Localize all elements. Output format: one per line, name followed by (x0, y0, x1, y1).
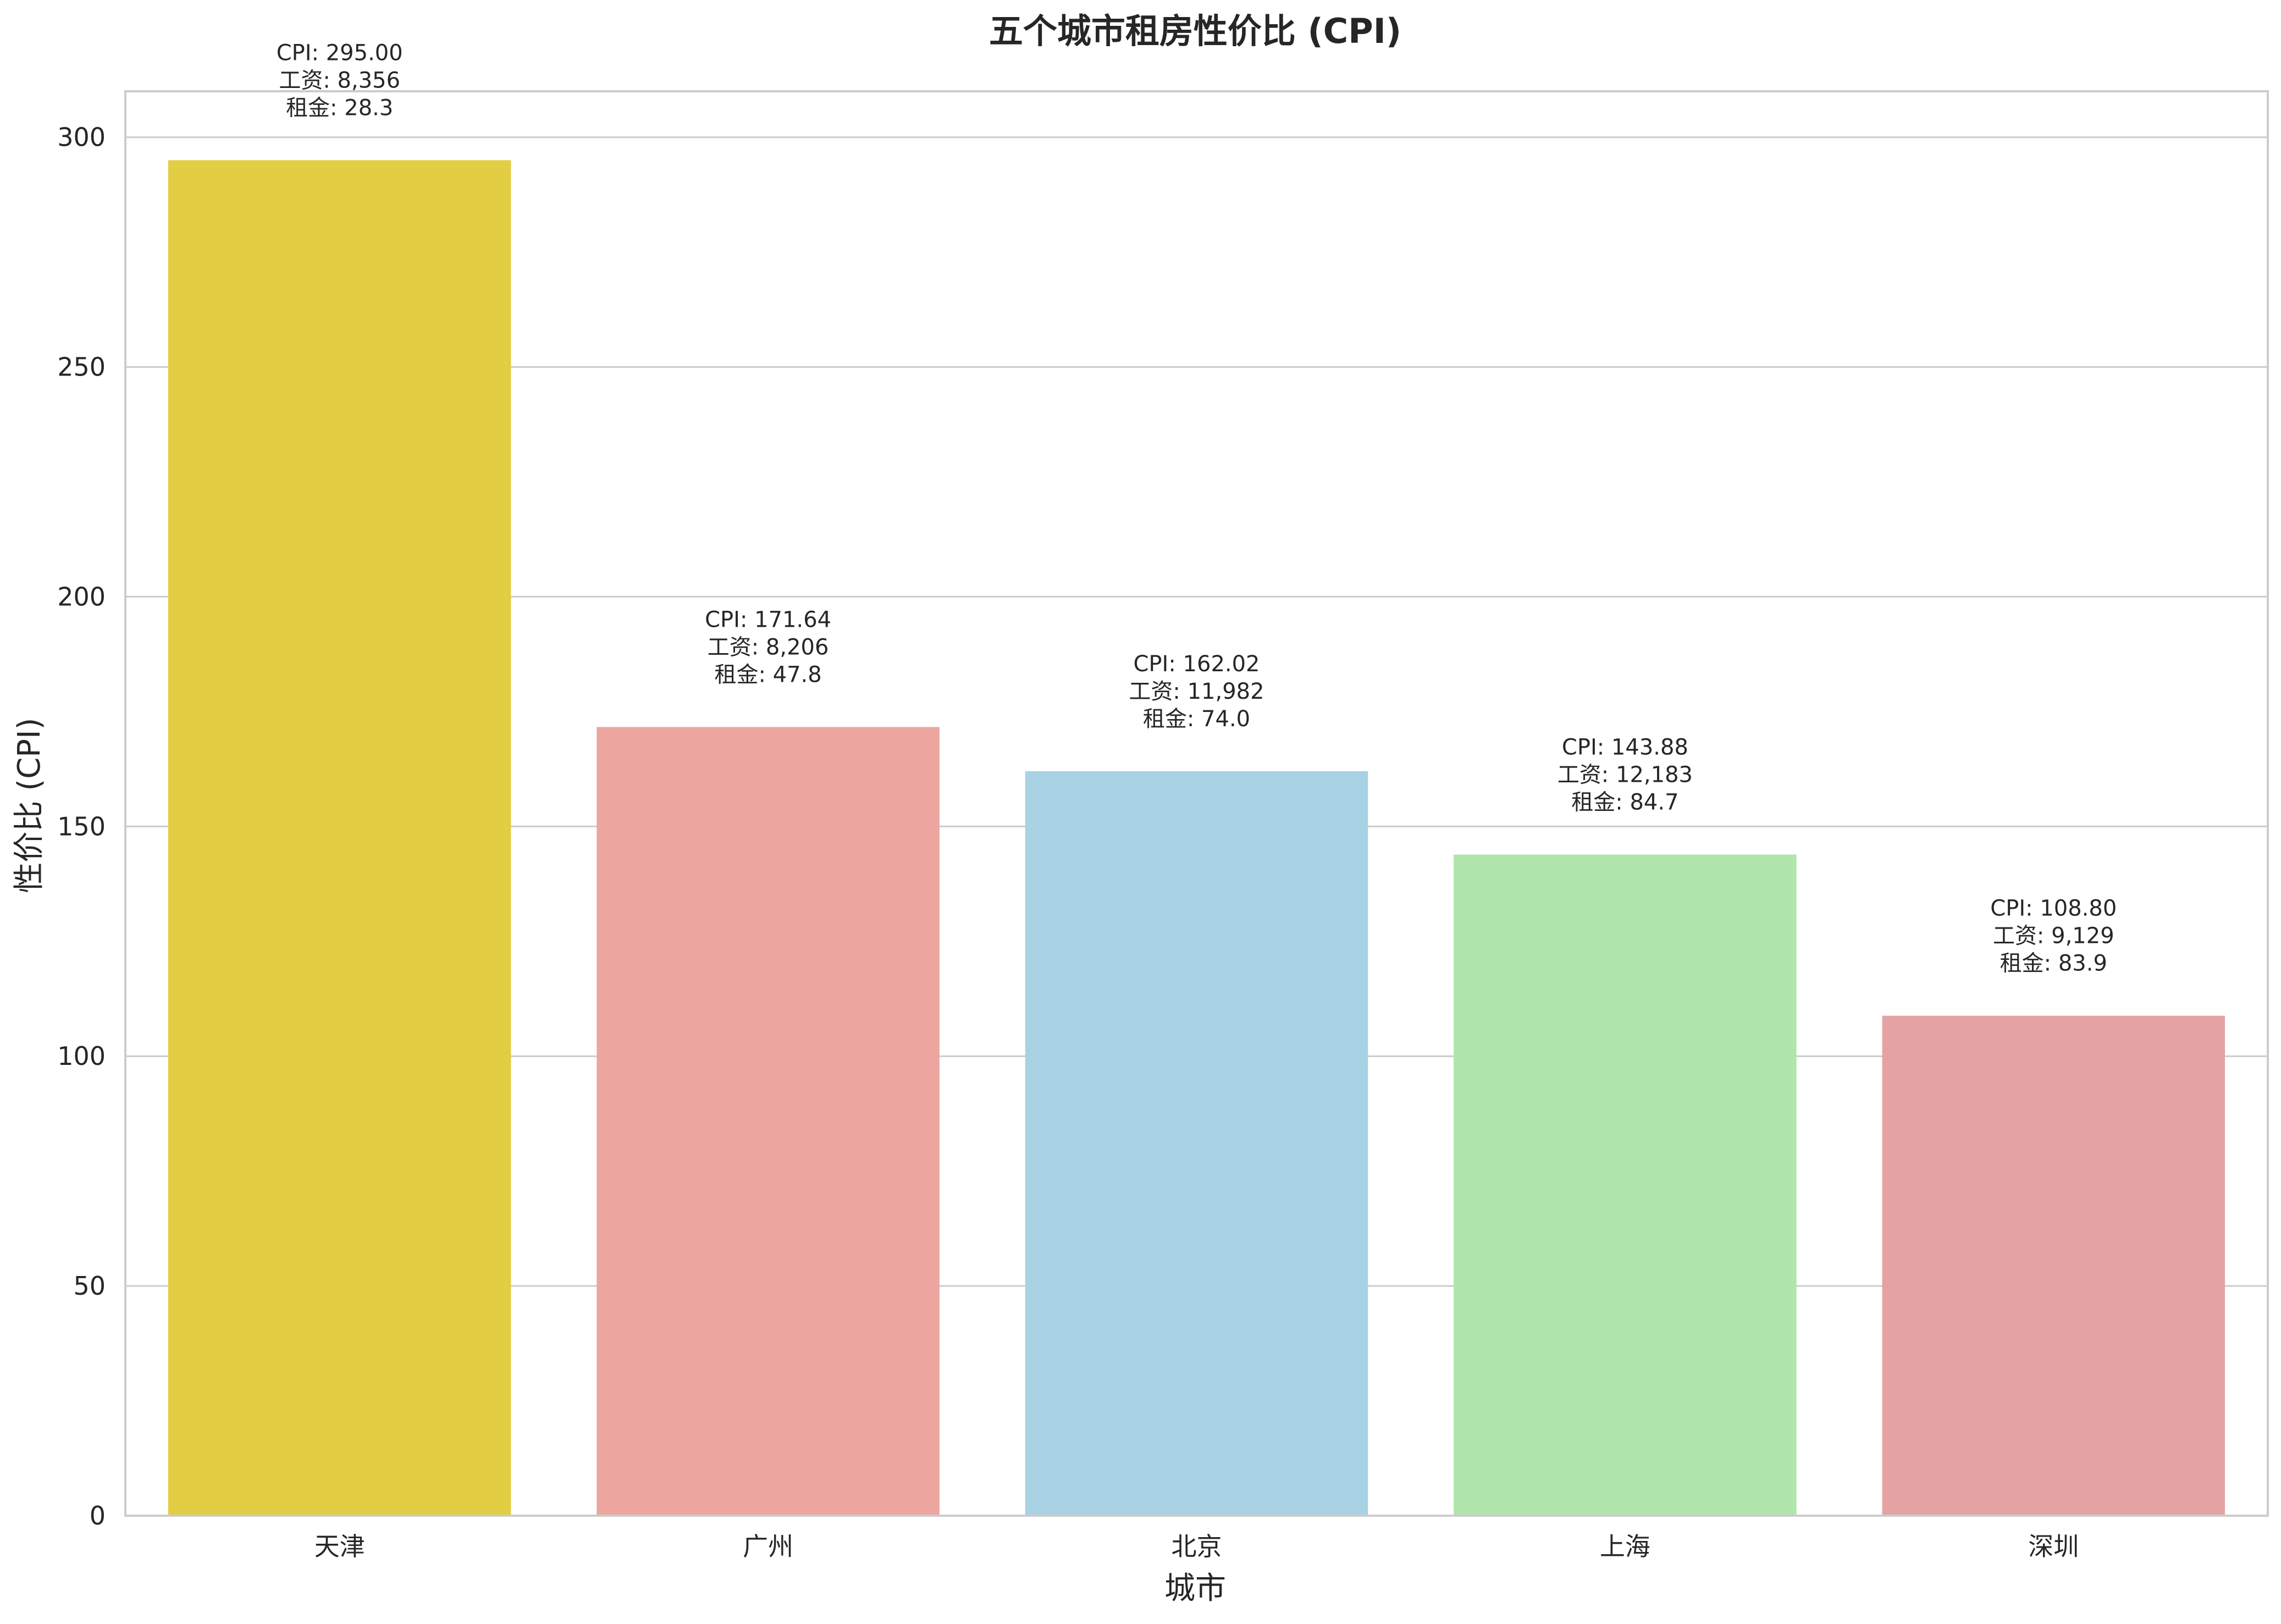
bar-annotation-line: CPI: 108.80 (1990, 896, 2117, 921)
bar-annotation-line: 工资: 9,129 (1993, 924, 2114, 949)
x-tick-label: 北京 (1172, 1532, 1222, 1561)
x-tick-label: 上海 (1600, 1532, 1650, 1561)
bar-annotation-line: 工资: 8,206 (708, 634, 829, 660)
x-axis-label: 城市 (1164, 1571, 1226, 1606)
bar-annotation-line: CPI: 162.02 (1134, 651, 1260, 677)
x-tick-label: 深圳 (2028, 1532, 2079, 1561)
chart-title: 五个城市租房性价比 (CPI) (989, 11, 1401, 51)
x-tick-labels: 天津 广州 北京 上海 深圳 (314, 1532, 2079, 1561)
plot-frame (124, 90, 2269, 1517)
bar-annotation-line: 工资: 12,183 (1558, 762, 1693, 787)
bar-annotation-line: 租金: 83.9 (2000, 951, 2107, 976)
x-tick-label: 广州 (743, 1532, 793, 1561)
y-tick-label: 0 (90, 1501, 106, 1531)
y-tick-label: 100 (57, 1041, 106, 1071)
bar-annotation-line: CPI: 171.64 (705, 607, 831, 632)
x-tick-label: 天津 (314, 1532, 365, 1561)
bar (597, 727, 940, 1516)
bar-annotation-line: 租金: 47.8 (714, 662, 821, 687)
bar (1025, 771, 1368, 1516)
bar-annotation-line: 租金: 84.7 (1571, 789, 1678, 815)
y-tick-label: 300 (57, 123, 106, 152)
y-tick-label: 50 (73, 1271, 106, 1301)
bar-annotation-line: CPI: 295.00 (277, 40, 403, 65)
bar (168, 160, 511, 1516)
bar-annotation-line: 工资: 11,982 (1129, 679, 1264, 704)
y-tick-labels: 0 50 100 150 200 250 300 (57, 123, 106, 1531)
bar-annotation-line: CPI: 143.88 (1562, 734, 1688, 760)
bar (1454, 854, 1797, 1516)
bar-annotation-line: 租金: 28.3 (286, 95, 393, 120)
bar (1882, 1015, 2225, 1516)
bars (168, 160, 2225, 1516)
y-tick-label: 250 (57, 352, 106, 382)
bar-annotation-line: 租金: 74.0 (1143, 706, 1250, 732)
y-tick-label: 150 (57, 811, 106, 841)
y-axis-label: 性价比 (CPI) (12, 718, 47, 893)
y-tick-label: 200 (57, 582, 106, 611)
bar-annotation-line: 工资: 8,356 (279, 68, 400, 93)
